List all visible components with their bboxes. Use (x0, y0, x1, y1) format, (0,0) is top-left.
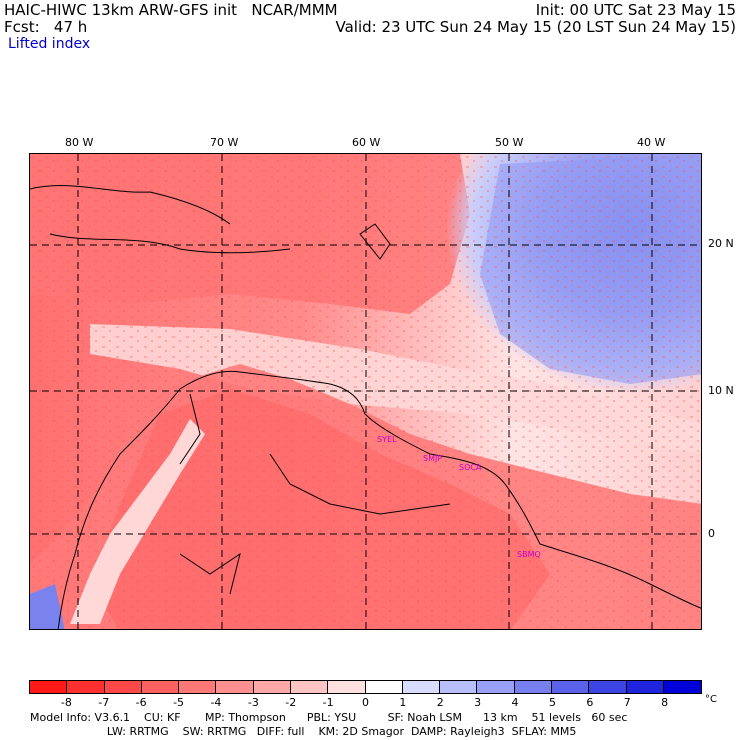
station-label-sbmq: SBMQ (517, 550, 541, 559)
lon-label-80w: 80 W (65, 136, 94, 149)
lifted-index-map: SYEL SMJP SOCA SBMQ (29, 153, 702, 630)
colorbar-tick-label: 7 (623, 696, 631, 709)
colorbar (29, 680, 702, 694)
colorbar-tick-label: 1 (399, 696, 407, 709)
lat-label-20n: 20 N (708, 237, 734, 250)
colorbar-swatch (365, 681, 403, 693)
colorbar-tick-label: -1 (322, 696, 334, 709)
colorbar-swatch (477, 681, 515, 693)
colorbar-swatch (328, 681, 366, 693)
model-info-line2: LW: RRTMG SW: RRTMG DIFF: full KM: 2D Sm… (30, 725, 577, 738)
field-name: Lifted index (8, 36, 91, 52)
lon-label-40w: 40 W (637, 136, 666, 149)
colorbar-tick-label: -2 (285, 696, 297, 709)
colorbar-tick-label: 3 (474, 696, 482, 709)
colorbar-swatch (67, 681, 105, 693)
station-label-syel: SYEL (377, 435, 397, 444)
colorbar-tick-label: -8 (60, 696, 72, 709)
colorbar-tick-label: -7 (98, 696, 110, 709)
colorbar-swatch (514, 681, 552, 693)
colorbar-swatch (402, 681, 441, 693)
lon-label-70w: 70 W (210, 136, 239, 149)
model-title: HAIC-HIWC 13km ARW-GFS init NCAR/MMM (4, 1, 338, 19)
colorbar-swatch (290, 681, 329, 693)
colorbar-tick-label: 8 (661, 696, 669, 709)
colorbar-tick-label: -6 (135, 696, 147, 709)
lon-label-50w: 50 W (495, 136, 524, 149)
lat-label-10n: 10 N (708, 384, 734, 397)
colorbar-tick-label: 2 (436, 696, 444, 709)
colorbar-tick-label: 6 (586, 696, 594, 709)
colorbar-swatch (253, 681, 291, 693)
colorbar-swatch (141, 681, 180, 693)
lat-label-0: 0 (708, 527, 715, 540)
valid-time: Valid: 23 UTC Sun 24 May 15 (20 LST Sun … (335, 18, 736, 36)
map-field (30, 154, 701, 629)
colorbar-tick-label: 5 (548, 696, 556, 709)
colorbar-unit: °C (705, 694, 717, 705)
model-info-line1: Model Info: V3.6.1 CU: KF MP: Thompson P… (30, 711, 628, 724)
colorbar-tick-label: 0 (362, 696, 369, 709)
station-label-soca: SOCA (459, 463, 482, 472)
colorbar-swatch (216, 681, 254, 693)
init-time: Init: 00 UTC Sat 23 May 15 (535, 1, 736, 19)
colorbar-swatch (440, 681, 478, 693)
colorbar-swatch (589, 681, 627, 693)
colorbar-tick-label: -5 (173, 696, 185, 709)
colorbar-swatch (551, 681, 590, 693)
colorbar-tick-label: -4 (210, 696, 222, 709)
colorbar-swatch (179, 681, 217, 693)
colorbar-swatch (663, 681, 702, 693)
colorbar-swatch (104, 681, 142, 693)
colorbar-swatch (30, 681, 68, 693)
colorbar-tick-label: -3 (247, 696, 259, 709)
forecast-hour: Fcst: 47 h (4, 18, 88, 36)
colorbar-tick-label: 4 (511, 696, 519, 709)
station-label-smjp: SMJP (423, 454, 443, 463)
lon-label-60w: 60 W (352, 136, 381, 149)
colorbar-swatch (626, 681, 664, 693)
